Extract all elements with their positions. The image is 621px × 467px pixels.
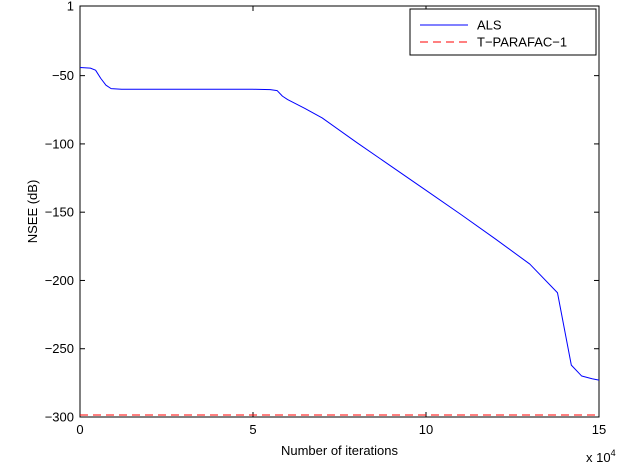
y-tick-label: 1 — [67, 0, 74, 14]
legend-box — [409, 8, 597, 56]
x-tick-label: 0 — [76, 422, 83, 437]
x-tick-label: 15 — [592, 422, 606, 437]
y-axis-ticks: −300 −250 −200 −150 −100 −50 1 — [45, 0, 599, 425]
y-tick-label: −100 — [45, 136, 74, 151]
legend-label-t-parafac: T−PARAFAC−1 — [477, 35, 567, 50]
x-multiplier-exponent: 4 — [611, 448, 616, 458]
x-multiplier-base: x 10 — [586, 450, 611, 465]
y-axis-label: NSEE (dB) — [25, 180, 40, 244]
y-tick-label: −50 — [52, 68, 74, 83]
plot-area — [79, 5, 600, 418]
series-line-als — [79, 66, 600, 381]
y-tick-label: −300 — [45, 410, 74, 425]
legend: ALS T−PARAFAC−1 — [409, 8, 597, 56]
x-axis-label: Number of iterations — [281, 443, 399, 458]
x-tick-label: 5 — [249, 422, 256, 437]
x-tick-label: 10 — [419, 422, 433, 437]
series-layer — [79, 66, 600, 416]
y-tick-label: −150 — [45, 205, 74, 220]
legend-label-als: ALS — [477, 18, 502, 33]
y-tick-label: −250 — [45, 341, 74, 356]
x-multiplier: x 104 — [586, 448, 616, 465]
y-tick-label: −200 — [45, 273, 74, 288]
x-axis-ticks: 0 5 10 15 — [76, 6, 606, 437]
